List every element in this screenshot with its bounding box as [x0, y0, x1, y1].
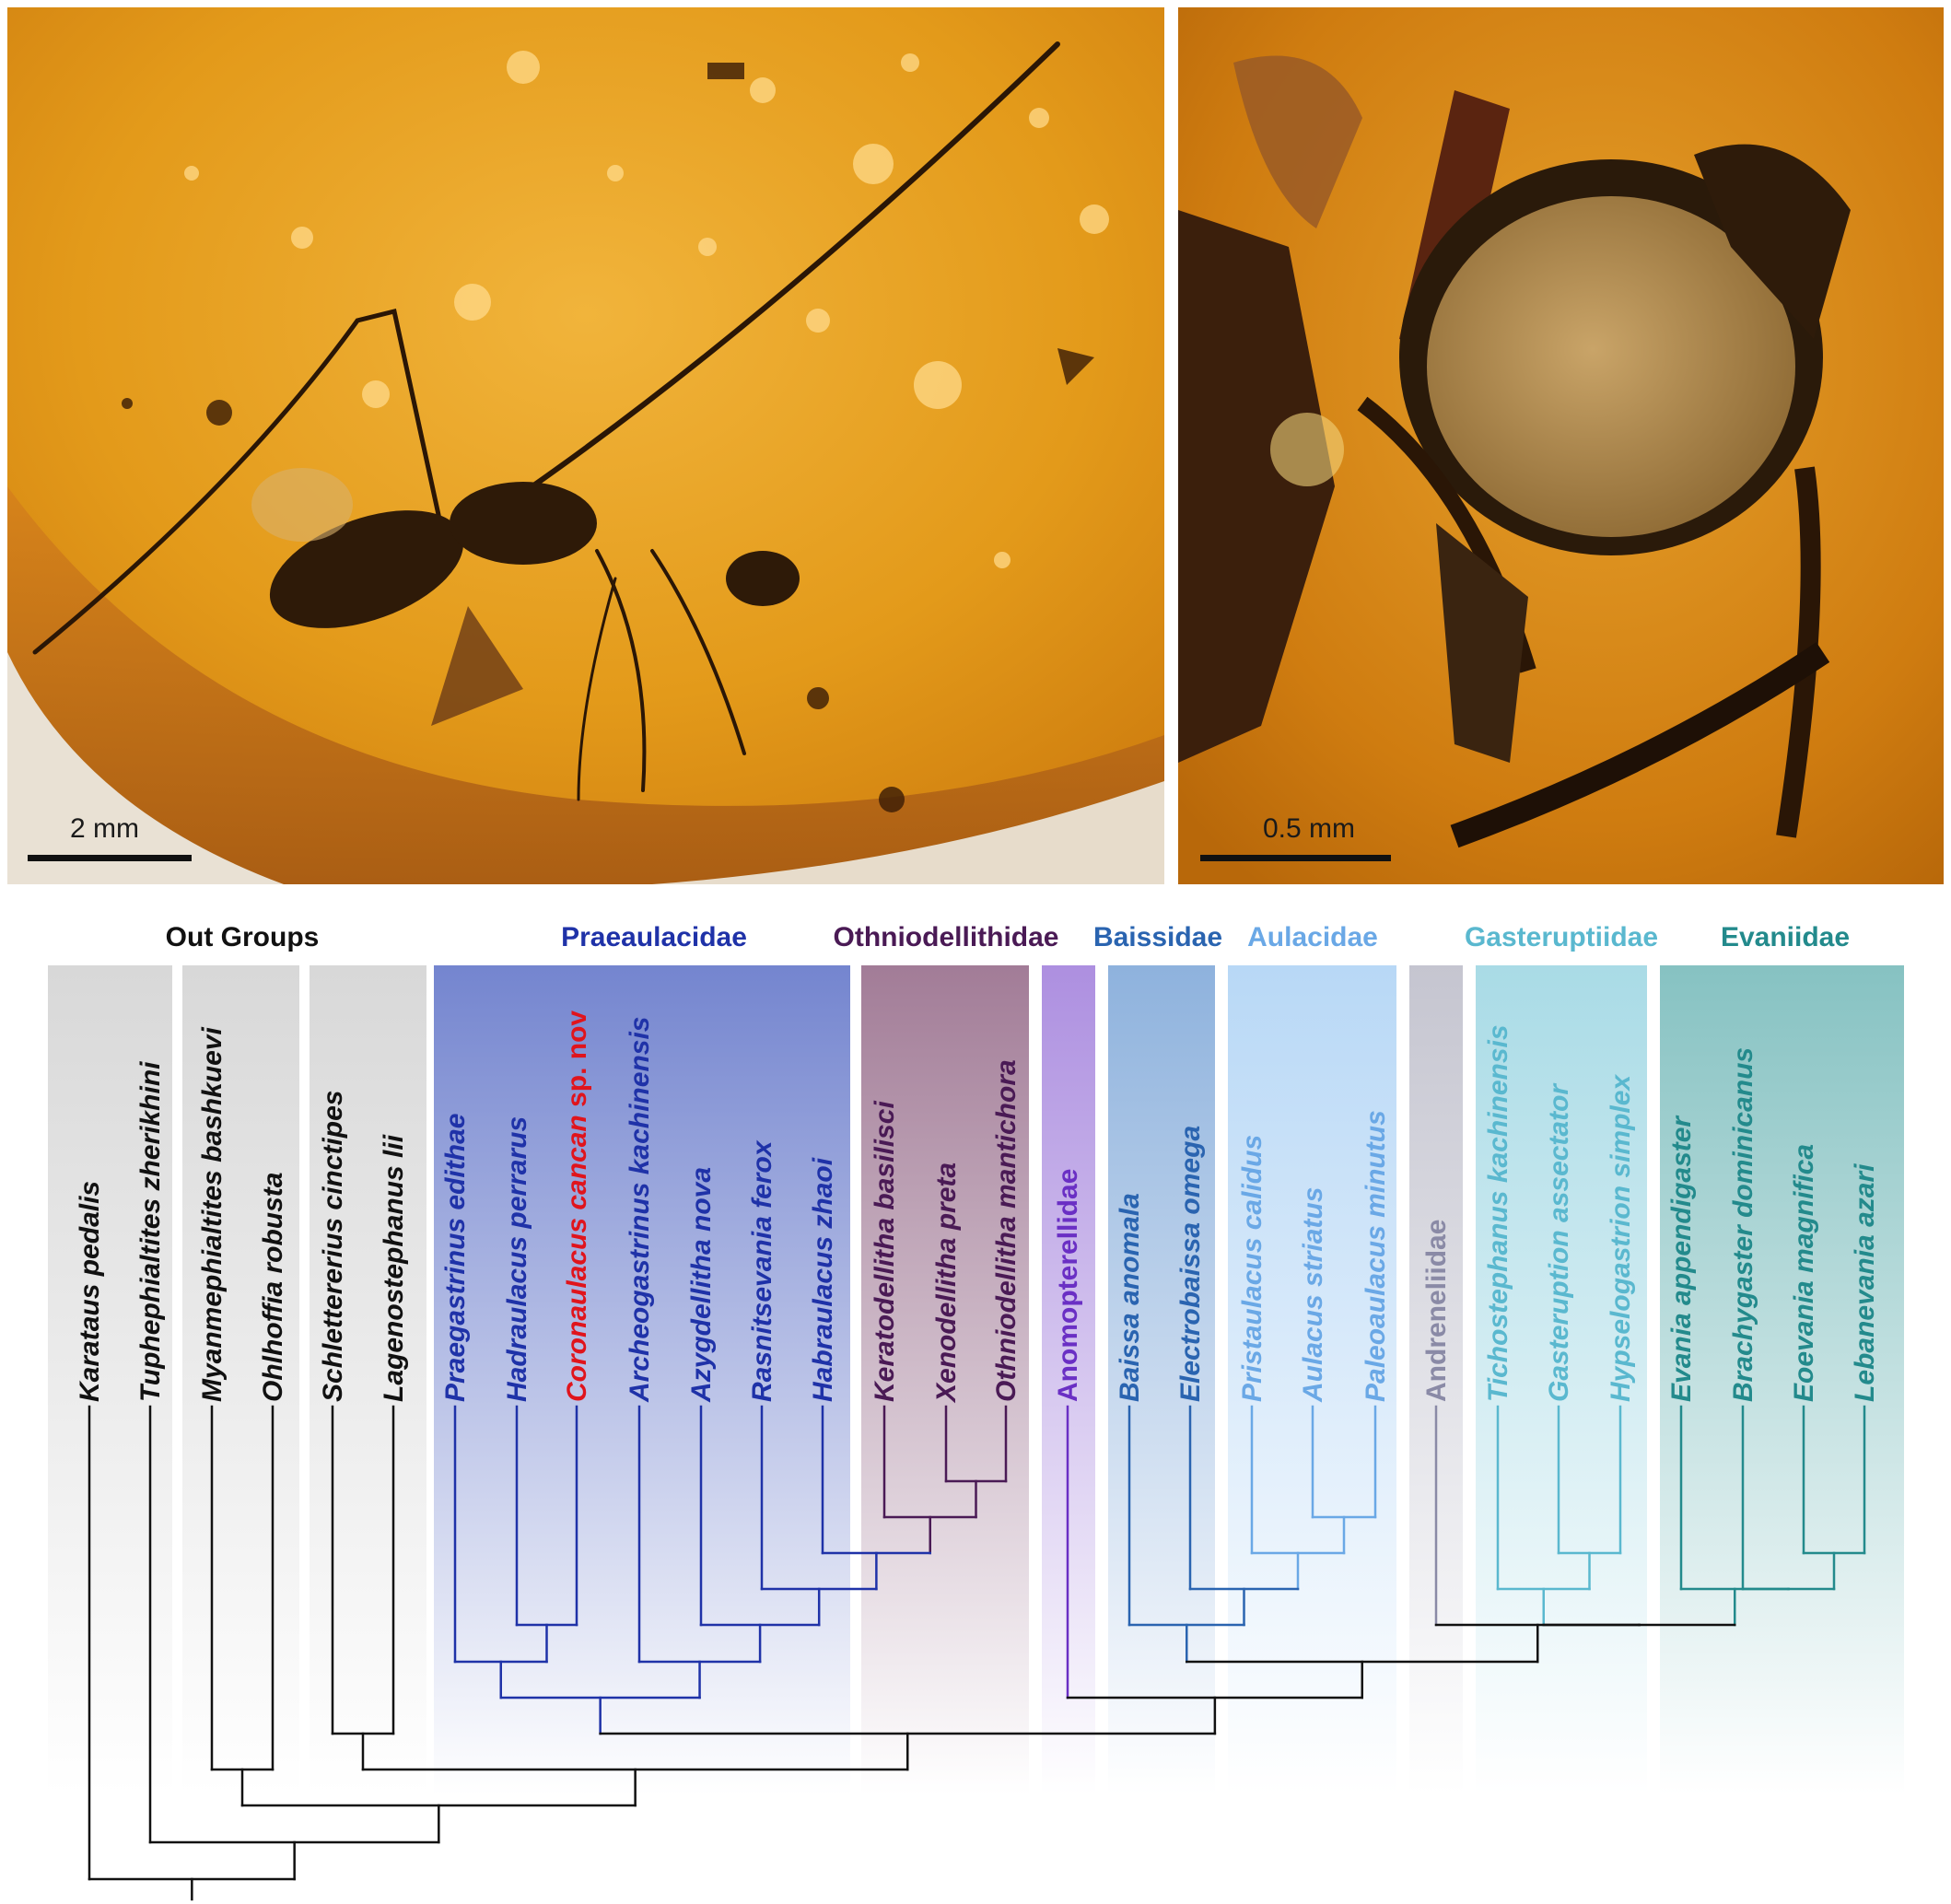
amber-fossil-photo-head-closeup: 0.5 mm — [1178, 7, 1944, 884]
band-baissidae — [1108, 965, 1215, 1794]
band-outgroups — [48, 965, 172, 1794]
taxon-label: Paleoaulacus minutus — [1361, 1110, 1391, 1402]
taxon-label: Eoevania magnifica — [1789, 1144, 1819, 1402]
taxon-label: Lagenostephanus lii — [379, 1134, 409, 1402]
taxon-labels: Karataus pedalis Tuphephialtites zherikhi… — [75, 1010, 1880, 1404]
band-othniodellithidae — [861, 965, 1029, 1794]
group-header-baissidae: Baissidae — [1093, 922, 1222, 952]
taxon-label: Othniodellitha mantichora — [991, 1059, 1022, 1402]
taxon-label: Coronaulacus cancan sp. nov — [562, 1010, 592, 1402]
amber-overview-image — [7, 7, 1164, 884]
phylogenetic-tree: Out Groups Praeaulacidae Othniodellithidae… — [48, 922, 1904, 1901]
band-outgroups — [182, 965, 299, 1794]
taxon-label: Aulacus striatus — [1298, 1187, 1328, 1403]
scale-bar-closeup — [1200, 855, 1391, 861]
taxon-label: Gasteruption assectator — [1544, 1082, 1574, 1402]
taxon-label: Keratodellitha basilisci — [870, 1101, 900, 1402]
group-header-aulacidae: Aulacidae — [1247, 922, 1378, 952]
group-header-othniodellithidae: Othniodellithidae — [834, 922, 1059, 952]
group-header-outgroups: Out Groups — [166, 922, 320, 952]
taxon-label: Rasnitsevania ferox — [747, 1139, 777, 1402]
scale-bar-overview — [28, 855, 192, 861]
taxon-label: Hadraulacus perrarus — [502, 1116, 532, 1402]
band-aulacidae — [1228, 965, 1396, 1794]
amber-closeup-image — [1178, 7, 1944, 884]
group-header-praeaulacidae: Praeaulacidae — [561, 922, 747, 952]
group-background-bands — [48, 965, 1904, 1794]
scale-label-overview: 2 mm — [70, 813, 139, 844]
band-andreneliidae — [1409, 965, 1463, 1794]
taxon-label: Xenodellitha preta — [931, 1162, 962, 1404]
taxon-label: Praegastrinus edithae — [440, 1114, 471, 1402]
taxon-label: Hypselogastrion simplex — [1606, 1074, 1636, 1402]
band-praeaulacidae — [434, 965, 850, 1794]
taxon-label: Karataus pedalis — [75, 1181, 105, 1402]
taxon-label: Baissa anomala — [1115, 1193, 1145, 1402]
taxon-label: Schlettererius cinctipes — [318, 1091, 348, 1402]
band-gasteruptiidae — [1476, 965, 1647, 1794]
taxon-label: Anomopterellidae — [1053, 1169, 1083, 1402]
taxon-label: Lebanevania azari — [1850, 1163, 1880, 1402]
taxon-label: Myanmephialtites bashkuevi — [197, 1027, 228, 1402]
taxon-label: Archeogastrinus kachinensis — [625, 1017, 655, 1403]
taxon-label: Ohlhoffia robusta — [258, 1173, 288, 1402]
band-outgroups — [310, 965, 426, 1794]
band-evaniidae — [1660, 965, 1904, 1794]
taxon-label: Tuphephialtites zherikhini — [135, 1061, 166, 1402]
group-header-evaniidae: Evaniidae — [1721, 922, 1850, 952]
amber-fossil-photo-overview: 2 mm — [7, 7, 1164, 884]
group-headers: Out Groups Praeaulacidae Othniodellithidae… — [166, 922, 1850, 952]
taxon-label: Electrobaissa omega — [1175, 1126, 1206, 1402]
scale-label-closeup: 0.5 mm — [1263, 813, 1356, 844]
taxon-label: Azygdellitha nova — [686, 1167, 717, 1403]
taxon-label: Habraulacus zhaoi — [808, 1157, 838, 1402]
taxon-label: Tichostephanus kachinensis — [1483, 1024, 1513, 1402]
group-header-gasteruptiidae: Gasteruptiidae — [1465, 922, 1658, 952]
tree-branches — [88, 1405, 1866, 1901]
taxon-label: Evania appendigaster — [1666, 1115, 1697, 1402]
taxon-label: Pristaulacus calidus — [1237, 1135, 1268, 1402]
taxon-label: Andreneliidae — [1421, 1220, 1452, 1402]
taxon-label: Brachygaster dominicanus — [1728, 1047, 1758, 1402]
